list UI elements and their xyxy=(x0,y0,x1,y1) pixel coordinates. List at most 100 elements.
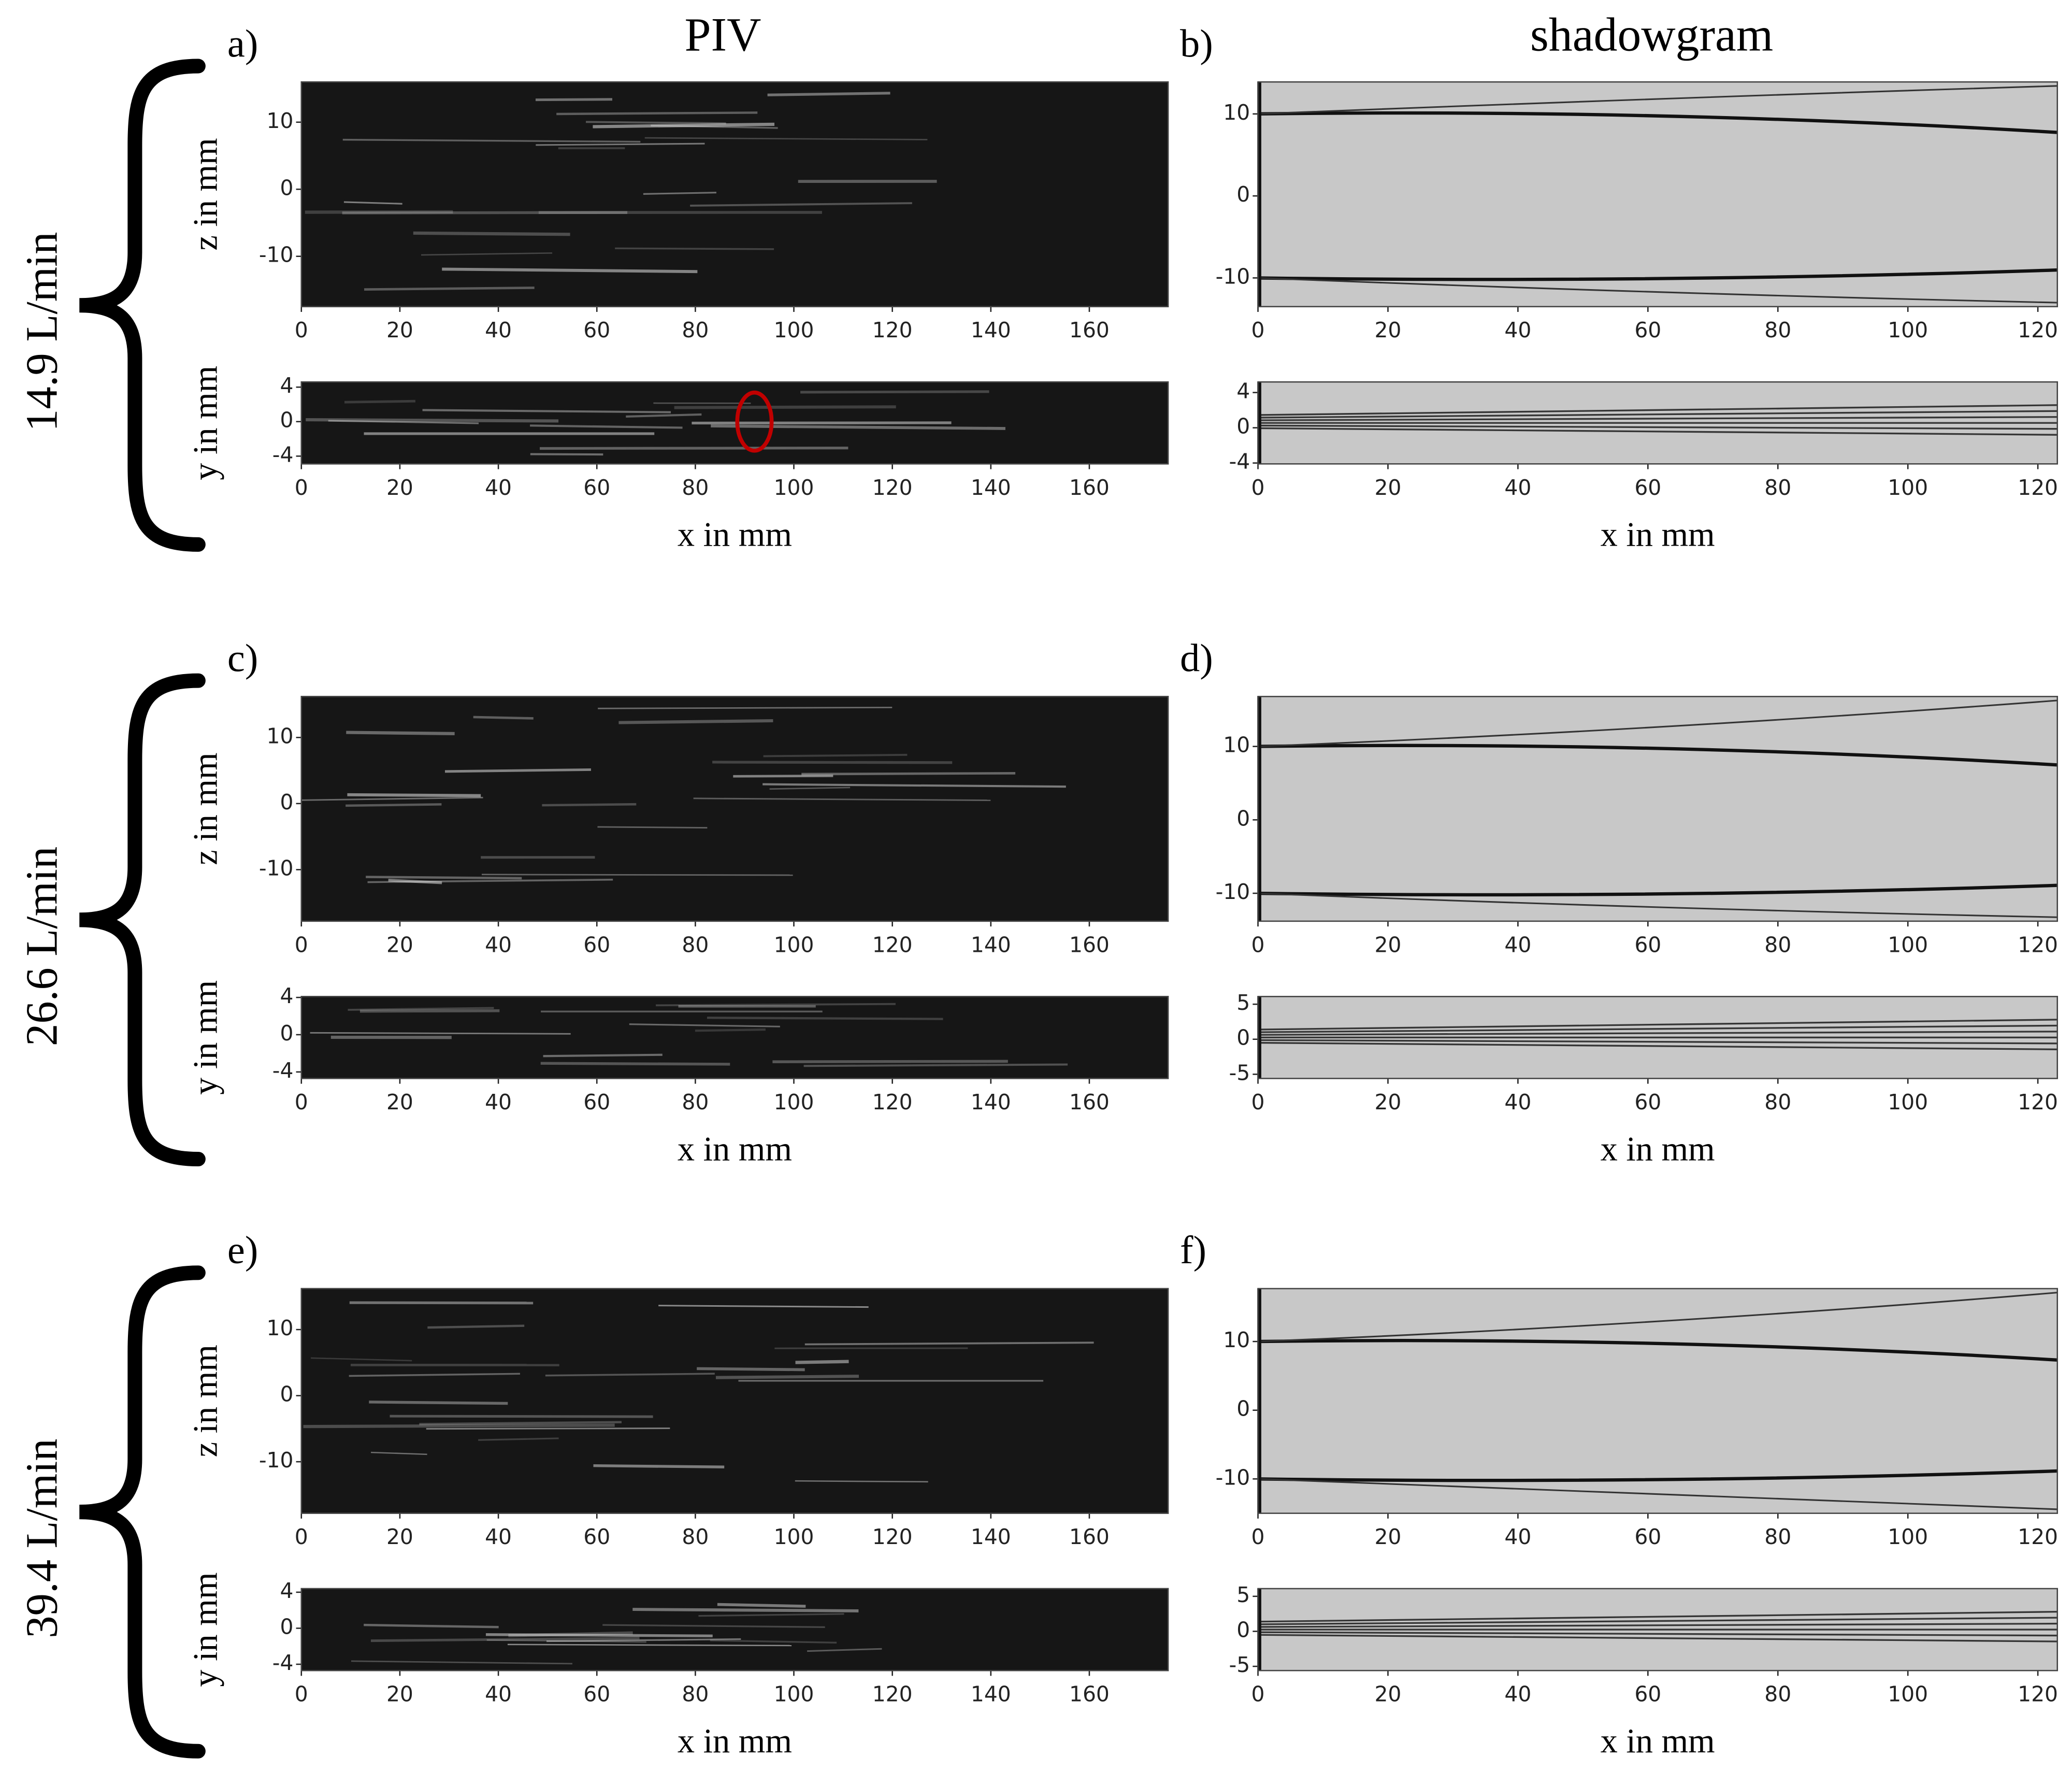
image-streak xyxy=(807,1648,882,1652)
y-tick-label: 0 xyxy=(280,1382,294,1407)
x-tick-label: 40 xyxy=(1504,1090,1531,1115)
x-tick-label: 80 xyxy=(682,1090,709,1115)
image-streak xyxy=(1258,1631,2057,1637)
x-tick-label: 40 xyxy=(485,932,512,957)
image-streak xyxy=(1258,1024,2057,1033)
image-streak xyxy=(1258,883,2057,897)
axes-frame xyxy=(300,1588,1169,1672)
y-axis-label: z in mm xyxy=(186,138,224,250)
y-axis-label: y in mm xyxy=(186,1573,224,1687)
x-tick-label: 160 xyxy=(1069,318,1110,342)
panel-letter: a) xyxy=(227,21,258,65)
y-tick-label: 10 xyxy=(1223,1327,1250,1352)
row-label: 26.6 L/min xyxy=(17,847,66,1046)
x-tick-label: 160 xyxy=(1069,1090,1110,1115)
y-tick-label: 10 xyxy=(267,108,294,133)
y-axis-label: z in mm xyxy=(186,752,224,865)
highlight-circle xyxy=(735,390,774,453)
image-streak xyxy=(1258,1041,2057,1050)
axes-frame xyxy=(1257,695,2059,922)
image-streak xyxy=(343,201,402,205)
image-streak xyxy=(772,1060,1008,1063)
image-streak xyxy=(712,761,953,764)
brace xyxy=(79,1265,206,1759)
column-title: PIV xyxy=(684,8,761,61)
image-streak xyxy=(1258,268,2057,281)
x-tick-label: 100 xyxy=(1888,1682,1928,1707)
axes-frame xyxy=(1257,81,2059,308)
image-streak xyxy=(626,413,702,418)
image-streak xyxy=(1258,410,2057,419)
image-streak xyxy=(486,1639,646,1643)
x-tick-label: 100 xyxy=(1888,932,1928,957)
image-streak xyxy=(370,1637,640,1643)
x-tick-label: 40 xyxy=(485,318,512,342)
x-tick-label: 80 xyxy=(1764,1682,1791,1707)
y-tick-label: -10 xyxy=(259,855,294,880)
image-streak xyxy=(1258,85,2057,115)
axes-frame xyxy=(1257,1588,2059,1672)
image-streak xyxy=(427,1324,525,1329)
panel-letter: b) xyxy=(1180,21,1213,65)
image-streak xyxy=(1258,744,2057,767)
x-tick-label: 100 xyxy=(774,475,814,500)
image-streak xyxy=(1258,1019,2057,1031)
image-streak xyxy=(546,1638,741,1643)
image-streak xyxy=(347,793,481,797)
x-tick-label: 40 xyxy=(485,475,512,500)
x-tick-label: 0 xyxy=(1251,932,1265,957)
y-tick-label: -10 xyxy=(259,1448,294,1473)
x-tick-label: 80 xyxy=(1764,1090,1791,1115)
image-streak xyxy=(421,252,553,256)
x-tick-label: 120 xyxy=(872,318,913,342)
axes-frame xyxy=(300,81,1169,308)
image-streak xyxy=(618,719,773,724)
x-tick-label: 100 xyxy=(774,318,814,342)
image-streak xyxy=(715,1375,859,1379)
x-tick-label: 100 xyxy=(1888,1524,1928,1549)
image-streak xyxy=(643,192,716,195)
x-tick-label: 80 xyxy=(1764,318,1791,342)
x-tick-label: 20 xyxy=(386,1524,413,1549)
x-tick-label: 0 xyxy=(295,1524,308,1549)
axes-frame xyxy=(300,381,1169,465)
image-streak xyxy=(344,399,415,404)
image-streak xyxy=(508,1631,633,1637)
x-tick-label: 140 xyxy=(971,1682,1011,1707)
image-streak xyxy=(697,1367,805,1372)
image-streak xyxy=(698,1613,844,1617)
y-tick-label: -4 xyxy=(272,1058,294,1083)
image-streak xyxy=(1258,1039,2057,1045)
x-tick-label: 40 xyxy=(1504,318,1531,342)
image-streak xyxy=(632,1608,859,1612)
x-tick-label: 60 xyxy=(1634,318,1661,342)
image-streak xyxy=(328,420,479,424)
x-tick-label: 60 xyxy=(1634,932,1661,957)
x-axis-label: x in mm xyxy=(1601,516,1715,553)
x-tick-label: 0 xyxy=(1251,318,1265,342)
image-streak xyxy=(543,1053,663,1058)
x-tick-label: 60 xyxy=(583,1090,610,1115)
image-streak xyxy=(342,138,641,143)
x-tick-label: 0 xyxy=(1251,475,1265,500)
image-streak xyxy=(1258,1469,2057,1482)
x-tick-label: 120 xyxy=(2018,475,2058,500)
image-streak xyxy=(1258,1292,2057,1342)
y-tick-label: -4 xyxy=(272,1650,294,1675)
x-tick-label: 120 xyxy=(872,1524,913,1549)
image-streak xyxy=(507,1644,792,1647)
x-tick-label: 80 xyxy=(682,475,709,500)
x-tick-label: 100 xyxy=(774,1682,814,1707)
x-tick-label: 40 xyxy=(485,1090,512,1115)
y-tick-label: 0 xyxy=(1236,806,1250,831)
image-streak xyxy=(585,121,726,125)
x-tick-label: 120 xyxy=(2018,318,2058,342)
x-tick-label: 0 xyxy=(1251,1682,1265,1707)
image xyxy=(1258,82,2057,307)
image-streak xyxy=(478,1437,559,1441)
x-axis-label: x in mm xyxy=(1601,1130,1715,1168)
image-streak xyxy=(303,1423,615,1429)
image-streak xyxy=(1258,111,2057,134)
